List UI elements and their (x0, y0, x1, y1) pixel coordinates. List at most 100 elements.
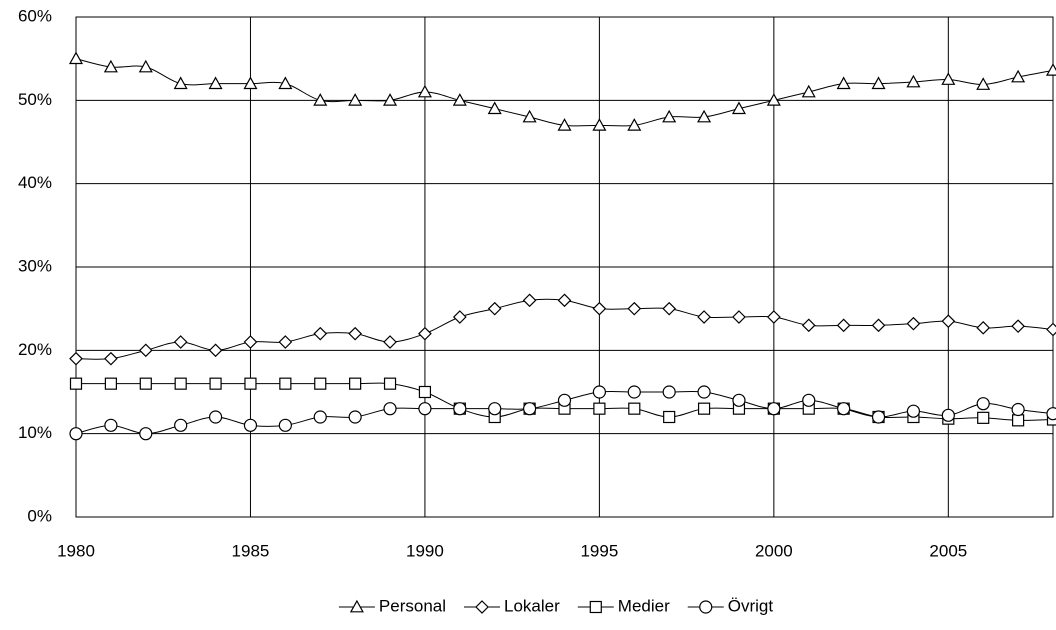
marker (487, 301, 502, 316)
marker (801, 318, 816, 333)
marker (104, 351, 118, 366)
marker (557, 293, 572, 308)
marker (976, 397, 990, 411)
marker (976, 320, 991, 335)
marker (313, 410, 327, 424)
marker (767, 402, 781, 416)
x-tick-label: 1980 (57, 541, 95, 560)
marker (663, 410, 676, 424)
marker (452, 310, 467, 324)
marker (243, 76, 258, 90)
marker (732, 310, 746, 324)
marker (523, 402, 537, 416)
marker (243, 335, 258, 349)
marker (487, 101, 502, 115)
x-tick-label: 2005 (929, 541, 967, 560)
marker (208, 76, 223, 90)
marker (627, 301, 642, 316)
marker (383, 402, 397, 416)
marker (557, 393, 572, 407)
marker (871, 410, 886, 424)
marker (452, 93, 467, 106)
marker (278, 418, 292, 432)
marker (662, 109, 677, 123)
marker (208, 343, 223, 358)
marker (278, 76, 293, 90)
marker (348, 93, 363, 106)
x-tick-label: 2000 (755, 541, 793, 560)
y-tick-label: 30% (18, 256, 52, 275)
legend-label: Personal (379, 596, 446, 615)
marker (906, 74, 921, 88)
marker (976, 77, 991, 90)
marker (731, 101, 746, 115)
marker (1011, 69, 1026, 83)
marker (732, 393, 746, 407)
x-tick-label: 1995 (580, 541, 618, 560)
marker (418, 402, 432, 416)
marker (662, 301, 677, 316)
marker (104, 418, 118, 432)
marker (1012, 414, 1025, 427)
marker (589, 600, 602, 614)
y-tick-label: 40% (18, 173, 52, 192)
marker (766, 93, 781, 106)
marker (697, 385, 711, 399)
marker (173, 76, 188, 90)
y-tick-label: 50% (18, 90, 52, 109)
marker (68, 51, 84, 65)
marker (383, 377, 397, 390)
marker (697, 109, 712, 123)
y-tick-label: 20% (18, 340, 52, 359)
marker (243, 418, 258, 432)
marker (69, 351, 83, 366)
marker (279, 377, 292, 390)
marker (906, 404, 921, 418)
marker (488, 402, 502, 416)
marker (349, 599, 364, 613)
marker (348, 410, 362, 424)
plot-border (75, 16, 1054, 518)
marker (836, 318, 851, 333)
marker (139, 377, 152, 390)
y-tick-label: 10% (18, 423, 52, 442)
marker (699, 600, 713, 614)
marker (69, 377, 83, 390)
marker (348, 326, 362, 341)
marker (592, 385, 606, 399)
marker (871, 318, 886, 333)
marker (138, 59, 153, 73)
marker (662, 385, 676, 399)
marker (174, 377, 187, 390)
marker (906, 316, 921, 331)
marker (697, 310, 711, 324)
marker (138, 343, 153, 358)
marker (418, 385, 432, 399)
marker (69, 427, 83, 441)
x-tick-label: 1990 (406, 541, 444, 560)
marker (418, 326, 432, 341)
legend-label: Lokaler (504, 596, 560, 615)
y-tick-label: 60% (18, 6, 52, 25)
marker (801, 84, 816, 98)
marker (278, 335, 293, 349)
marker (941, 314, 956, 329)
marker (592, 301, 607, 316)
marker (627, 118, 642, 131)
marker (522, 109, 537, 123)
marker (593, 402, 606, 415)
marker (977, 411, 990, 424)
marker (697, 402, 711, 415)
marker (104, 377, 117, 390)
marker (475, 600, 489, 614)
marker (314, 377, 327, 390)
marker (837, 402, 851, 416)
legend-label: Övrigt (728, 596, 774, 615)
marker (244, 377, 257, 390)
y-tick-label: 0% (27, 506, 52, 525)
marker (836, 76, 851, 90)
marker (174, 418, 188, 432)
marker (592, 118, 607, 131)
marker (628, 402, 641, 415)
